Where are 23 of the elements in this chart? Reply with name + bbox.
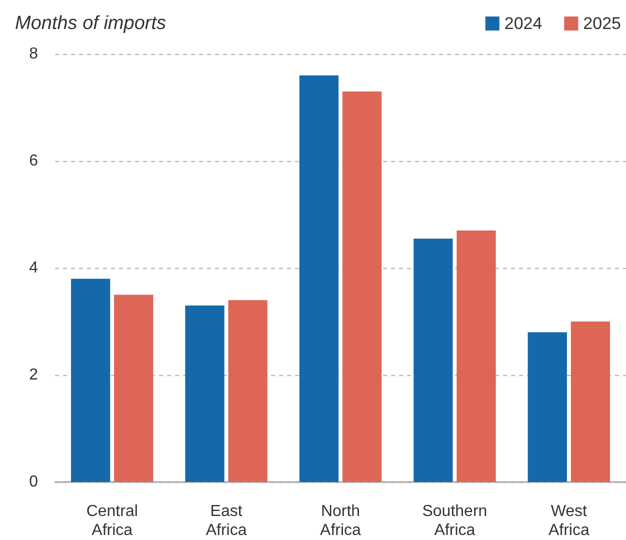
x-tick-label: Central Africa xyxy=(86,503,138,539)
legend-label: 2025 xyxy=(583,14,622,33)
y-tick-label: 6 xyxy=(29,152,38,170)
x-tick-label: North Africa xyxy=(320,503,362,539)
bar xyxy=(414,238,453,482)
y-tick-label: 4 xyxy=(29,260,38,276)
x-tick-label: Southern Africa xyxy=(422,503,488,539)
bar xyxy=(228,300,268,482)
bar xyxy=(342,91,382,482)
y-axis-title: Months of imports xyxy=(15,13,166,34)
y-tick-label: 2 xyxy=(29,366,38,384)
bar xyxy=(456,230,496,482)
x-tick-label: East Africa xyxy=(206,503,247,539)
bar xyxy=(114,294,154,482)
x-tick-label: West Africa xyxy=(548,503,590,539)
y-tick-label: 8 xyxy=(29,46,38,62)
bar xyxy=(70,278,110,482)
bar xyxy=(570,322,610,482)
bar xyxy=(528,332,567,482)
bar xyxy=(185,305,224,482)
y-tick-label: 0 xyxy=(29,474,38,490)
legend-label: 2024 xyxy=(504,14,542,33)
bar xyxy=(299,75,339,482)
